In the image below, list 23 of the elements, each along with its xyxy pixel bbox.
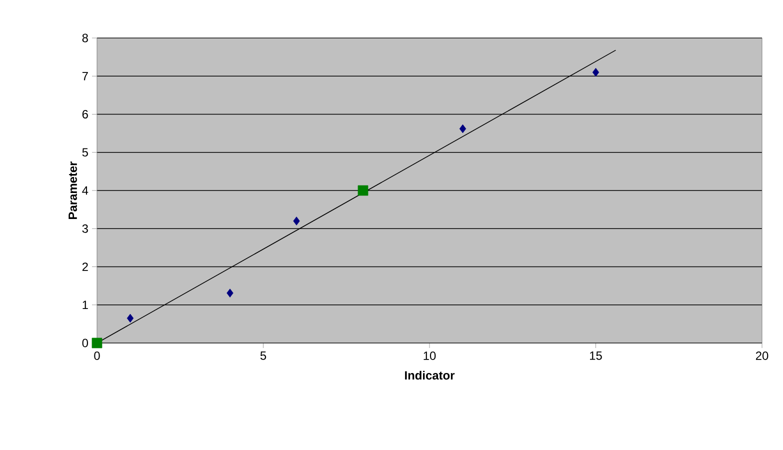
point <box>358 185 368 196</box>
x-tick-label: 0 <box>94 352 100 360</box>
y-tick-label: 2 <box>82 262 88 271</box>
x-tick-label: 20 <box>756 352 768 360</box>
y-tick-label: 0 <box>82 338 88 348</box>
point <box>459 124 466 134</box>
x-axis-title: Indicator <box>405 370 455 380</box>
y-tick-label: 6 <box>82 110 88 118</box>
point <box>592 68 600 77</box>
y-axis-title: Parameter <box>68 161 77 219</box>
y-tick-label: 1 <box>82 300 88 309</box>
y-tick-label: 3 <box>82 224 88 233</box>
point <box>293 216 300 226</box>
point <box>92 338 102 348</box>
point <box>226 288 234 298</box>
y-tick-label: 4 <box>82 186 88 195</box>
point <box>126 314 134 323</box>
y-tick-label: 5 <box>82 148 88 157</box>
y-tick-label: 8 <box>82 34 88 42</box>
x-tick-label: 5 <box>260 352 266 360</box>
x-tick-label: 10 <box>424 352 436 360</box>
x-tick-label: 15 <box>590 352 602 360</box>
y-tick-label: 7 <box>82 72 88 80</box>
